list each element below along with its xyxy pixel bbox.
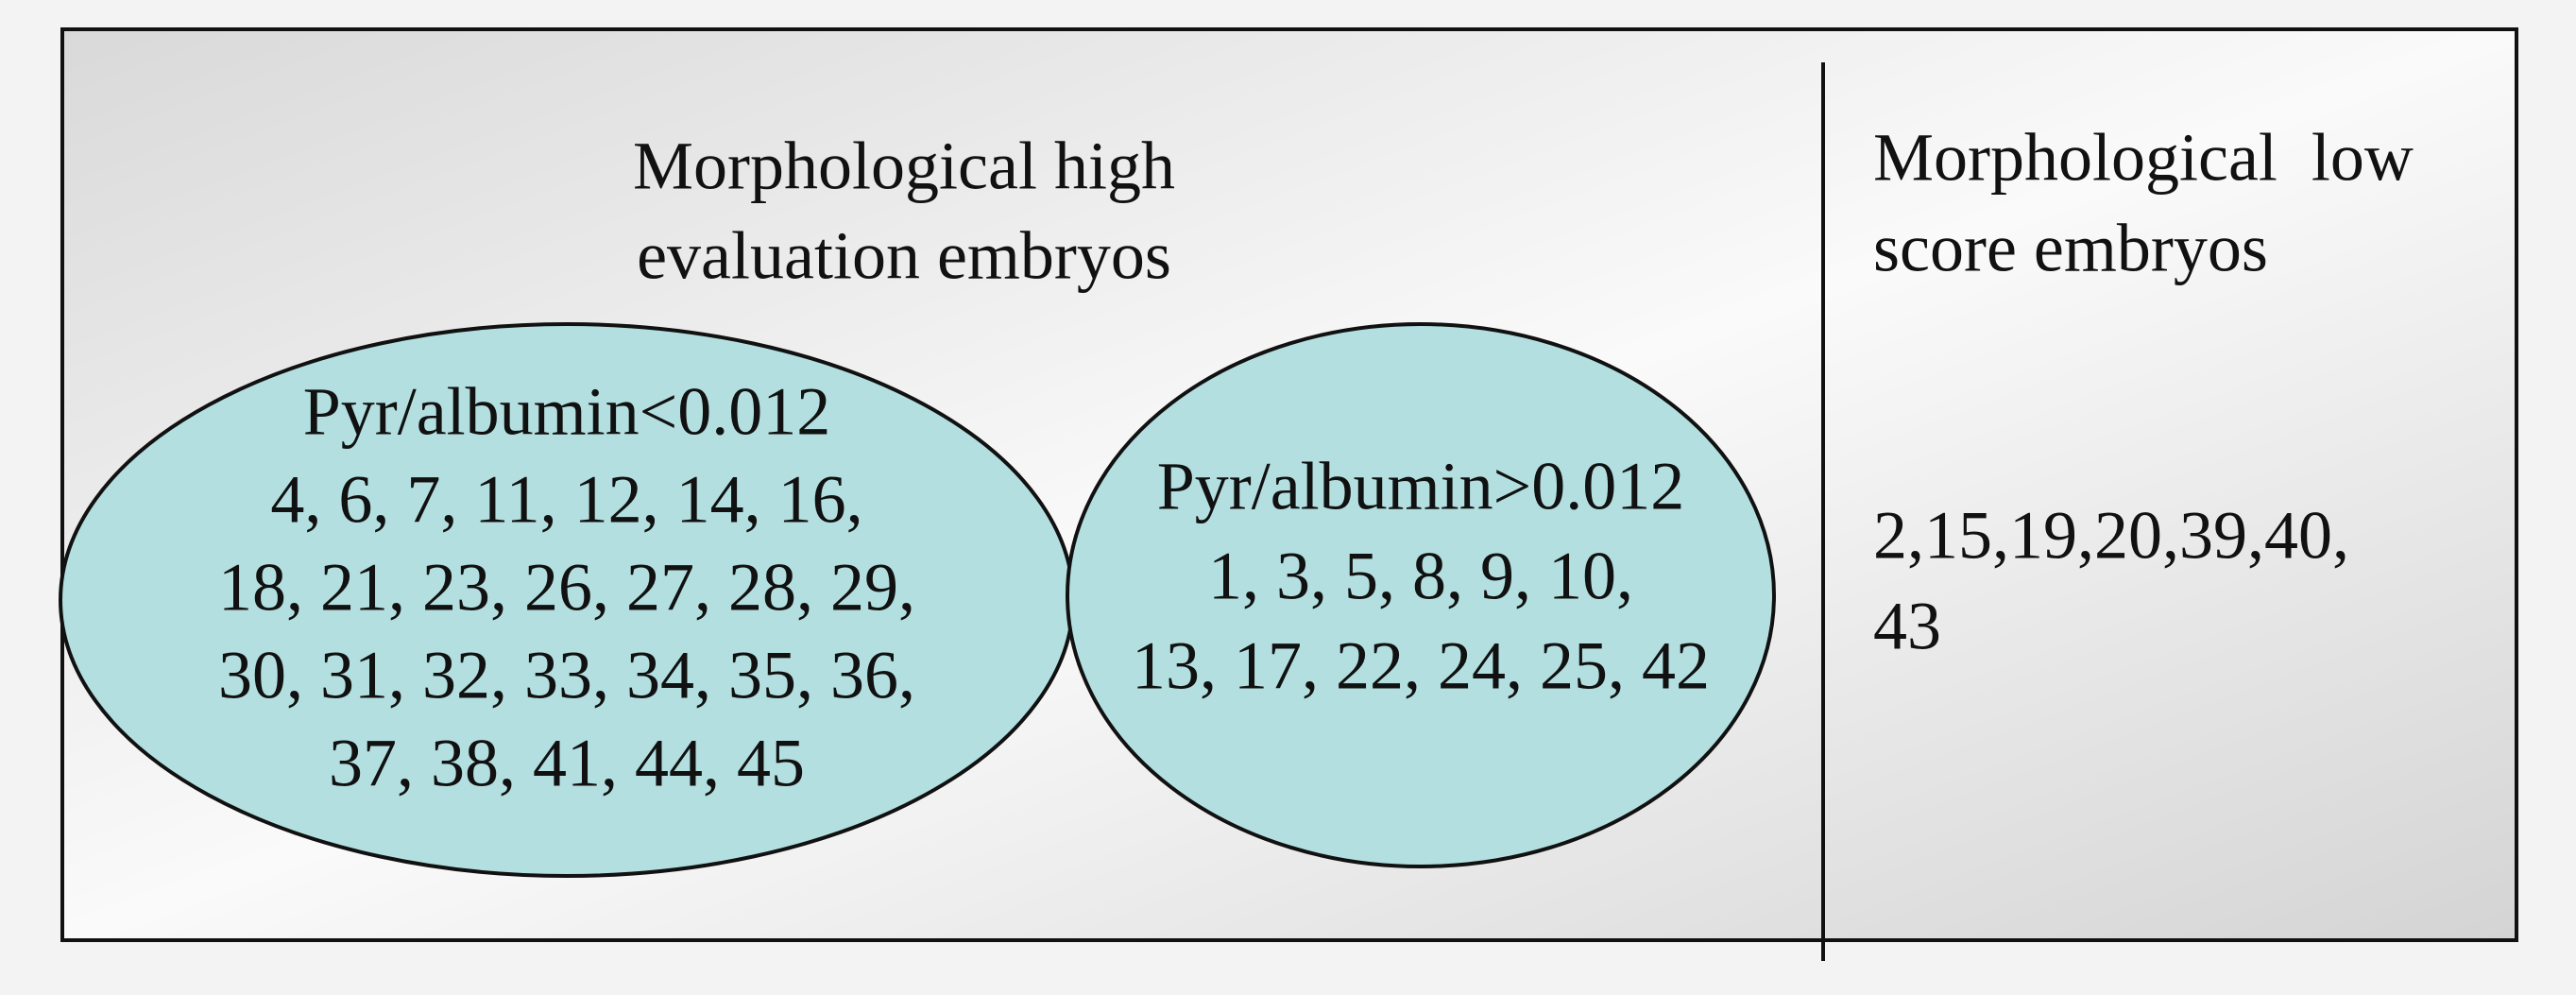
- embryo-list: 43: [1873, 589, 1941, 664]
- embryo-list: 13, 17, 22, 24, 25, 42: [1132, 628, 1710, 704]
- section-title: Morphological high: [633, 129, 1175, 204]
- section-title: Morphological low: [1873, 120, 2414, 196]
- embryo-list: 30, 31, 32, 33, 34, 35, 36,: [218, 638, 915, 713]
- group-ellipse: [1066, 322, 1776, 868]
- embryo-list: 4, 6, 7, 11, 12, 14, 16,: [270, 462, 862, 538]
- texts: Morphological high evaluation embryos Pyr/…: [218, 120, 2414, 801]
- group-label: Pyr/albumin<0.012: [303, 374, 831, 450]
- section-title: evaluation embryos: [637, 218, 1171, 294]
- embryo-list: 18, 21, 23, 26, 27, 28, 29,: [218, 550, 915, 626]
- embryo-list: 37, 38, 41, 44, 45: [329, 726, 805, 801]
- embryo-list: 1, 3, 5, 8, 9, 10,: [1208, 539, 1633, 614]
- group-label: Pyr/albumin>0.012: [1157, 449, 1685, 524]
- section-title: score embryos: [1873, 211, 2268, 286]
- embryo-list: 2,15,19,20,39,40,: [1873, 498, 2349, 574]
